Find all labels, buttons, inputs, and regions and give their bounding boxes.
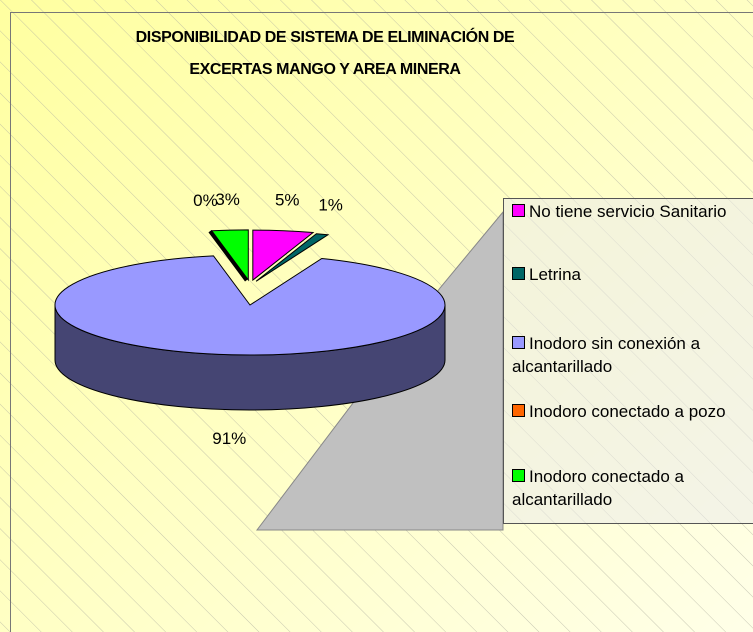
value-label: 0%: [193, 191, 218, 210]
legend-entry: Inodoro conectado a pozo: [512, 400, 753, 423]
slice: [210, 229, 249, 282]
chart-title: DISPONIBILIDAD DE SISTEMA DE ELIMINACIÓN…: [136, 27, 515, 46]
legend-entry: Inodoro conectado a alcantarillado: [512, 465, 753, 511]
value-label: 1%: [318, 196, 343, 215]
slice: [54, 255, 446, 356]
legend-entry: No tiene servicio Sanitario: [512, 200, 753, 223]
pie: [54, 229, 446, 411]
legend-label: Inodoro conectado a alcantarillado: [512, 467, 685, 509]
legend-entry: Inodoro sin conexión a alcantarillado: [512, 332, 753, 378]
legend-label: Inodoro conectado a pozo: [529, 402, 726, 421]
legend-swatch: [512, 336, 525, 349]
chart-title: EXCERTAS MANGO Y AREA MINERA: [189, 61, 461, 78]
legend-swatch: [512, 404, 525, 417]
legend: No tiene servicio Sanitario Letrina Inodor…: [503, 198, 753, 524]
legend-swatch: [512, 469, 525, 482]
legend-label: Inodoro sin conexión a alcantarillado: [512, 334, 701, 376]
slice: [208, 229, 249, 282]
plot-border: [10, 12, 753, 632]
legend-swatch: [512, 204, 525, 217]
value-label: 3%: [215, 190, 240, 209]
value-label: 91%: [212, 429, 246, 448]
slice: [252, 229, 315, 282]
slice: [255, 233, 330, 282]
legend-label: No tiene servicio Sanitario: [529, 202, 727, 221]
legend-label: Letrina: [529, 265, 581, 284]
value-label: 5%: [275, 191, 300, 210]
legend-swatch: [512, 267, 525, 280]
legend-entry: Letrina: [512, 263, 753, 286]
